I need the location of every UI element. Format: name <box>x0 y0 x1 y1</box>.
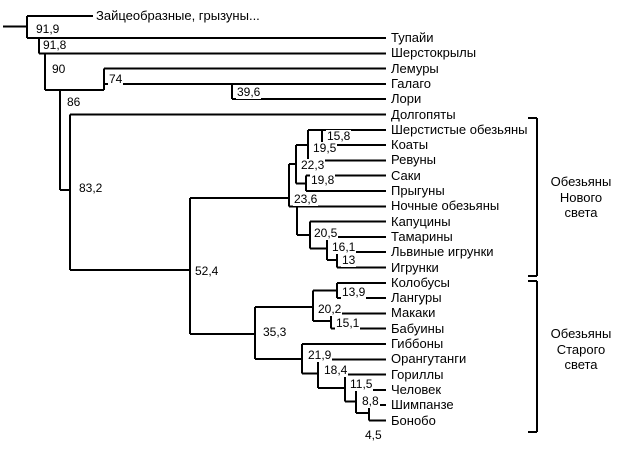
taxon-label: Бабуины <box>391 320 445 336</box>
clade-bracket-label: Обезьяны Нового света <box>543 174 619 221</box>
node-age-label: 19,5 <box>312 141 338 155</box>
taxon-label: Человек <box>391 381 442 397</box>
taxon-label: Львиные игрунки <box>391 244 494 260</box>
node-age-label: 91,8 <box>42 38 68 52</box>
node-age-label: 39,6 <box>236 85 262 99</box>
taxon-label: Бонобо <box>391 412 436 428</box>
node-age-label: 86 <box>66 95 82 109</box>
clade-bracket-label: Обезьяны Старого света <box>543 326 619 373</box>
node-age-label: 15,1 <box>335 316 361 330</box>
clade-bracket-label-line: Обезьяны <box>550 174 612 189</box>
taxon-label: Орангутанги <box>391 351 467 367</box>
node-age-label: 20,5 <box>313 226 339 240</box>
taxon-label: Лангуры <box>391 290 442 306</box>
taxon-label: Шерстистые обезьяны <box>391 121 528 137</box>
taxon-label: Шерстокрылы <box>391 45 477 61</box>
taxon-label: Тамарины <box>391 228 453 244</box>
taxon-label: Лемуры <box>391 60 439 76</box>
node-age-label: 15,8 <box>326 129 352 143</box>
taxon-label: Ревуны <box>391 152 436 168</box>
node-age-label: 91,9 <box>35 22 61 36</box>
node-age-label: 19,8 <box>310 173 336 187</box>
clade-bracket-label-line: света <box>564 357 598 372</box>
node-age-label: 90 <box>51 62 67 76</box>
node-age-label: 21,9 <box>307 348 333 362</box>
node-age-label: 13,9 <box>341 285 367 299</box>
clade-bracket-label-line: света <box>564 205 598 220</box>
node-age-label: 4,5 <box>364 428 383 442</box>
taxon-label: Игрунки <box>391 259 439 275</box>
node-age-label: 13 <box>341 253 357 267</box>
clade-bracket-label-line: Нового <box>559 189 603 205</box>
taxon-label: Ночные обезьяны <box>391 198 500 214</box>
taxon-label: Долгопяты <box>391 106 456 122</box>
taxon-label: Капуцины <box>391 213 451 229</box>
node-age-label: 22,3 <box>300 158 326 172</box>
node-age-label: 8,8 <box>361 394 380 408</box>
node-age-label: 16,1 <box>331 240 357 254</box>
taxon-label: Галаго <box>391 75 432 91</box>
node-age-label: 20,2 <box>317 302 343 316</box>
taxon-label: Колобусы <box>391 274 450 290</box>
node-age-label: 35,3 <box>262 325 288 339</box>
taxon-label: Лори <box>391 91 422 107</box>
clade-bracket-label-line: Старого <box>556 341 606 357</box>
taxon-label: Тупайи <box>391 30 434 45</box>
taxon-label: Зайцеобразные, грызуны... <box>96 8 260 23</box>
taxon-label: Шимпанзе <box>391 397 454 413</box>
taxon-label: Макаки <box>391 305 436 321</box>
node-age-label: 18,4 <box>323 363 349 377</box>
node-age-label: 23,6 <box>293 192 319 206</box>
node-age-label: 83,2 <box>78 181 104 195</box>
node-age-label: 74 <box>108 72 124 86</box>
taxon-label: Гориллы <box>391 366 444 382</box>
clade-bracket-label-line: Обезьяны <box>550 326 612 341</box>
node-age-label: 11,5 <box>349 377 374 391</box>
taxon-label: Саки <box>391 167 421 183</box>
taxon-label: Гиббоны <box>391 336 444 351</box>
taxon-label: Прыгуны <box>391 183 445 198</box>
node-age-label: 52,4 <box>194 264 220 278</box>
taxon-label: Коаты <box>391 137 429 153</box>
